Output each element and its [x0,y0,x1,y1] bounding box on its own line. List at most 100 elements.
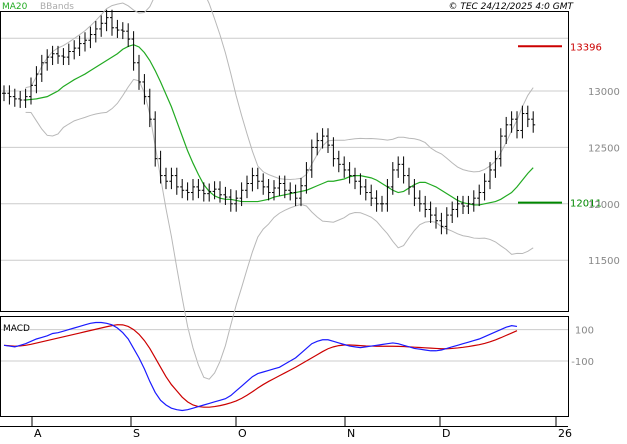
ohlc-bar [110,9,114,36]
ohlc-bar [390,162,395,195]
support-level-label: 12011 [570,199,602,210]
ohlc-bar [174,167,179,195]
ohlc-bar [56,45,60,64]
price-tick-label: 12000 [588,200,620,211]
ohlc-bar [434,207,438,229]
ohlc-bar [201,182,206,202]
ohlc-bar [498,128,503,167]
ohlc-bar [39,54,44,82]
ohlc-bar [272,180,276,201]
ohlc-bar [191,178,195,201]
ohlc-bar [493,150,498,178]
ohlc-bar [293,184,298,207]
ohlc-bar [353,167,357,190]
ohlc-bar [228,189,233,212]
ohlc-bar [439,212,444,235]
resistance-level-label: 13396 [570,42,602,53]
ohlc-bar [45,49,50,71]
ohlc-bar [488,162,492,190]
ohlc-bar [412,178,417,207]
ohlc-bar [88,26,93,49]
ohlc-bar [93,21,98,43]
price-tick-label: 11500 [588,256,620,267]
ohlc-bar [104,9,109,32]
ohlc-bar [137,54,141,90]
ohlc-bar [461,195,465,214]
price-y-axis: 11500 12000 12500 13000 [588,87,620,267]
ohlc-bar [12,88,17,107]
ohlc-bar [218,181,222,203]
price-tick-label: 12500 [588,143,620,154]
ohlc-bar [320,128,325,149]
ohlc-bar [423,195,428,218]
ohlc-bar [250,167,255,192]
ohlc-bar [180,178,185,199]
x-tick-label: O [238,427,247,440]
x-axis: A S O N D 26 [0,417,572,440]
ohlc-bar [385,178,390,212]
ohlc-bar [450,201,455,223]
x-tick-label: 26 [558,427,572,440]
macd-tick-label: -100 [571,357,594,368]
ohlc-bar [131,31,136,71]
ohlc-bar [380,195,384,212]
ohlc-bar [120,22,125,40]
ohlc-bar [277,175,282,196]
copyright-text: © TEC 24/12/2025 4:0 GMT [448,2,574,12]
ohlc-bar [407,167,411,195]
price-panel [0,11,569,312]
ohlc-bar [455,195,460,218]
ohlc-bar [261,173,266,195]
macd-line [3,321,518,412]
ohlc-bar [234,190,239,212]
ohlc-bar [471,190,476,212]
ohlc-bar [363,178,368,201]
ohlc-bar [23,88,28,108]
ohlc-bar [401,156,406,184]
ohlc-bar [520,105,525,139]
x-tick-label: S [133,427,140,440]
ohlc-bar [358,173,363,195]
ohlc-bar [72,40,77,60]
macd-tick-label: 100 [575,326,594,337]
ohlc-bar [531,111,536,133]
ohlc-bar [504,116,509,145]
ohlc-bar [29,77,33,105]
ohlc-bar [99,15,104,37]
price-levels: 13396 12011 [518,42,602,210]
ohlc-bar [142,74,147,105]
x-tick-label: A [34,427,42,440]
ohlc-bar [196,178,201,199]
ohlc-bar [61,48,66,66]
ohlc-bar [428,201,433,223]
ohlc-bar [482,173,487,201]
ohlc-bar [326,128,330,154]
ohlc-bar [169,167,174,190]
ohlc-bar [185,182,190,201]
ohlc-bar [147,88,152,128]
ohlc-bars [2,9,536,235]
x-tick-label: D [442,427,450,440]
ohlc-bar [342,156,347,178]
ohlc-bar [347,162,352,184]
ohlc-bar [374,190,379,212]
ohlc-bar [223,186,228,205]
ohlc-bar [153,111,158,167]
ohlc-bar [18,90,23,108]
legend-ma20: MA20 [2,2,28,12]
ohlc-bar [239,182,244,207]
ohlc-bar [309,139,314,178]
ohlc-bar [83,32,87,52]
legend-bbands: BBands [40,2,74,12]
ohlc-bar [164,167,168,190]
ohlc-bar [282,175,287,199]
ohlc-bar [66,43,71,66]
ohlc-bar [477,184,482,207]
ohlc-bar [396,156,401,178]
ohlc-bar [315,132,320,156]
macd-y-axis: 100 -100 [571,326,594,368]
signal-line [3,324,518,408]
ohlc-bar [115,19,120,38]
x-tick-label: N [347,427,355,440]
